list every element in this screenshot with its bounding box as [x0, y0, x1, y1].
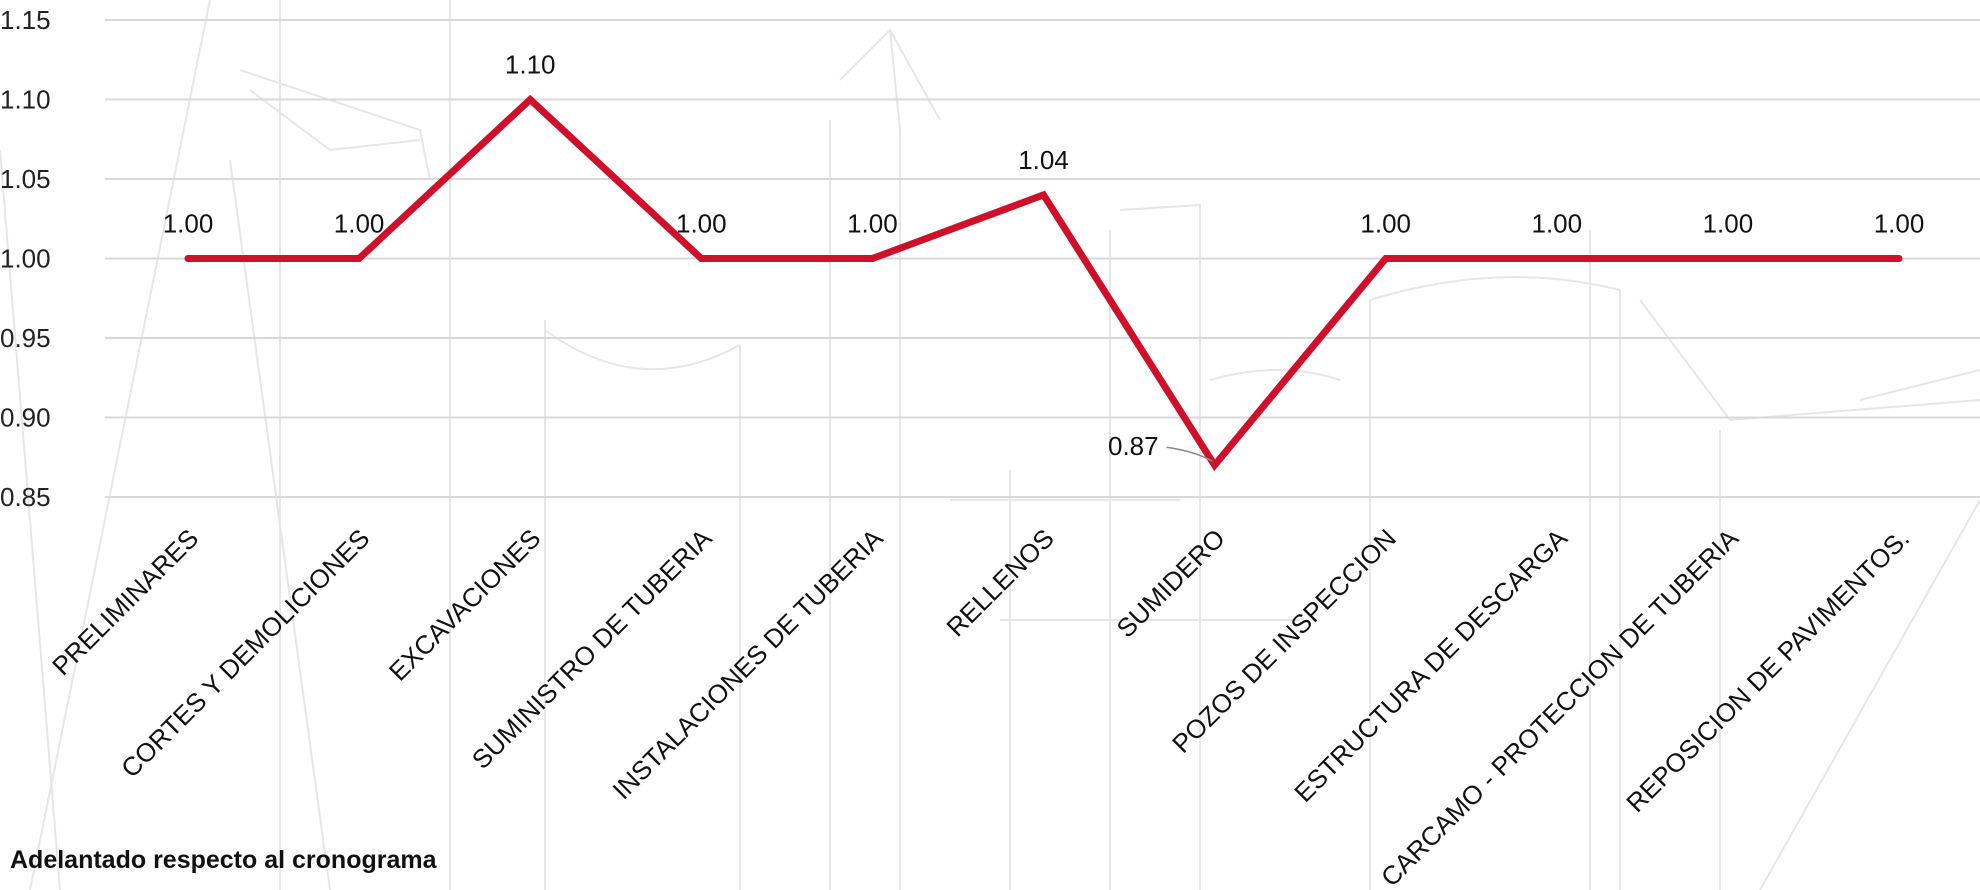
- data-point: [1383, 256, 1388, 261]
- x-tick-label: REPOSICION DE PAVIMENTOS.: [1620, 523, 1915, 818]
- data-label: 1.10: [505, 50, 556, 80]
- x-tick-label: EXCAVACIONES: [383, 523, 547, 687]
- data-point: [1041, 192, 1046, 197]
- series: [184, 94, 1903, 472]
- data-label: 1.00: [334, 209, 385, 239]
- x-tick-label: SUMIDERO: [1111, 523, 1231, 643]
- y-axis-tick-labels: 0.85 0.90 0.95 1.00 1.05 1.10 1.15: [0, 5, 51, 512]
- x-tick-label: CARCAMO - PROTECCION DE TUBERIA: [1375, 523, 1745, 890]
- data-label: 1.00: [1874, 209, 1925, 239]
- schedule-note: Adelantado respecto al cronograma: [10, 846, 437, 874]
- y-tick-label: 1.00: [0, 244, 51, 274]
- data-label-leader: [1166, 446, 1213, 462]
- x-tick-label: INSTALACIONES DE TUBERIA: [607, 523, 890, 806]
- y-tick-label: 0.95: [0, 323, 51, 353]
- x-tick-label: ESTRUCTURA DE DESCARGA: [1288, 523, 1573, 808]
- data-point: [699, 256, 704, 261]
- gridlines: [105, 19, 1980, 498]
- y-tick-label: 1.15: [0, 5, 51, 35]
- data-point: [870, 256, 875, 261]
- data-point: [357, 256, 362, 261]
- data-label: 1.00: [1703, 209, 1754, 239]
- y-tick-label: 1.10: [0, 85, 51, 115]
- data-point: [1554, 256, 1559, 261]
- data-label: 1.00: [1360, 209, 1411, 239]
- x-tick-label: RELLENOS: [940, 523, 1059, 642]
- y-tick-label: 0.90: [0, 403, 51, 433]
- data-label: 1.00: [847, 209, 898, 239]
- x-tick-label: PRELIMINARES: [46, 523, 204, 681]
- data-labels: 1.00 1.00 1.10 1.00 1.00 1.04 0.87 1.00 1.00 1.00…: [163, 50, 1925, 462]
- data-label: 1.04: [1018, 145, 1069, 175]
- data-point: [1212, 463, 1217, 468]
- data-point: [1725, 256, 1730, 261]
- data-label: 1.00: [676, 209, 727, 239]
- data-point: [1897, 256, 1901, 261]
- data-label: 0.87: [1108, 431, 1159, 461]
- y-tick-label: 0.85: [0, 482, 51, 512]
- data-point: [186, 256, 190, 261]
- data-point: [528, 97, 533, 102]
- y-tick-label: 1.05: [0, 164, 51, 194]
- data-label: 1.00: [163, 209, 214, 239]
- data-label: 1.00: [1531, 209, 1582, 239]
